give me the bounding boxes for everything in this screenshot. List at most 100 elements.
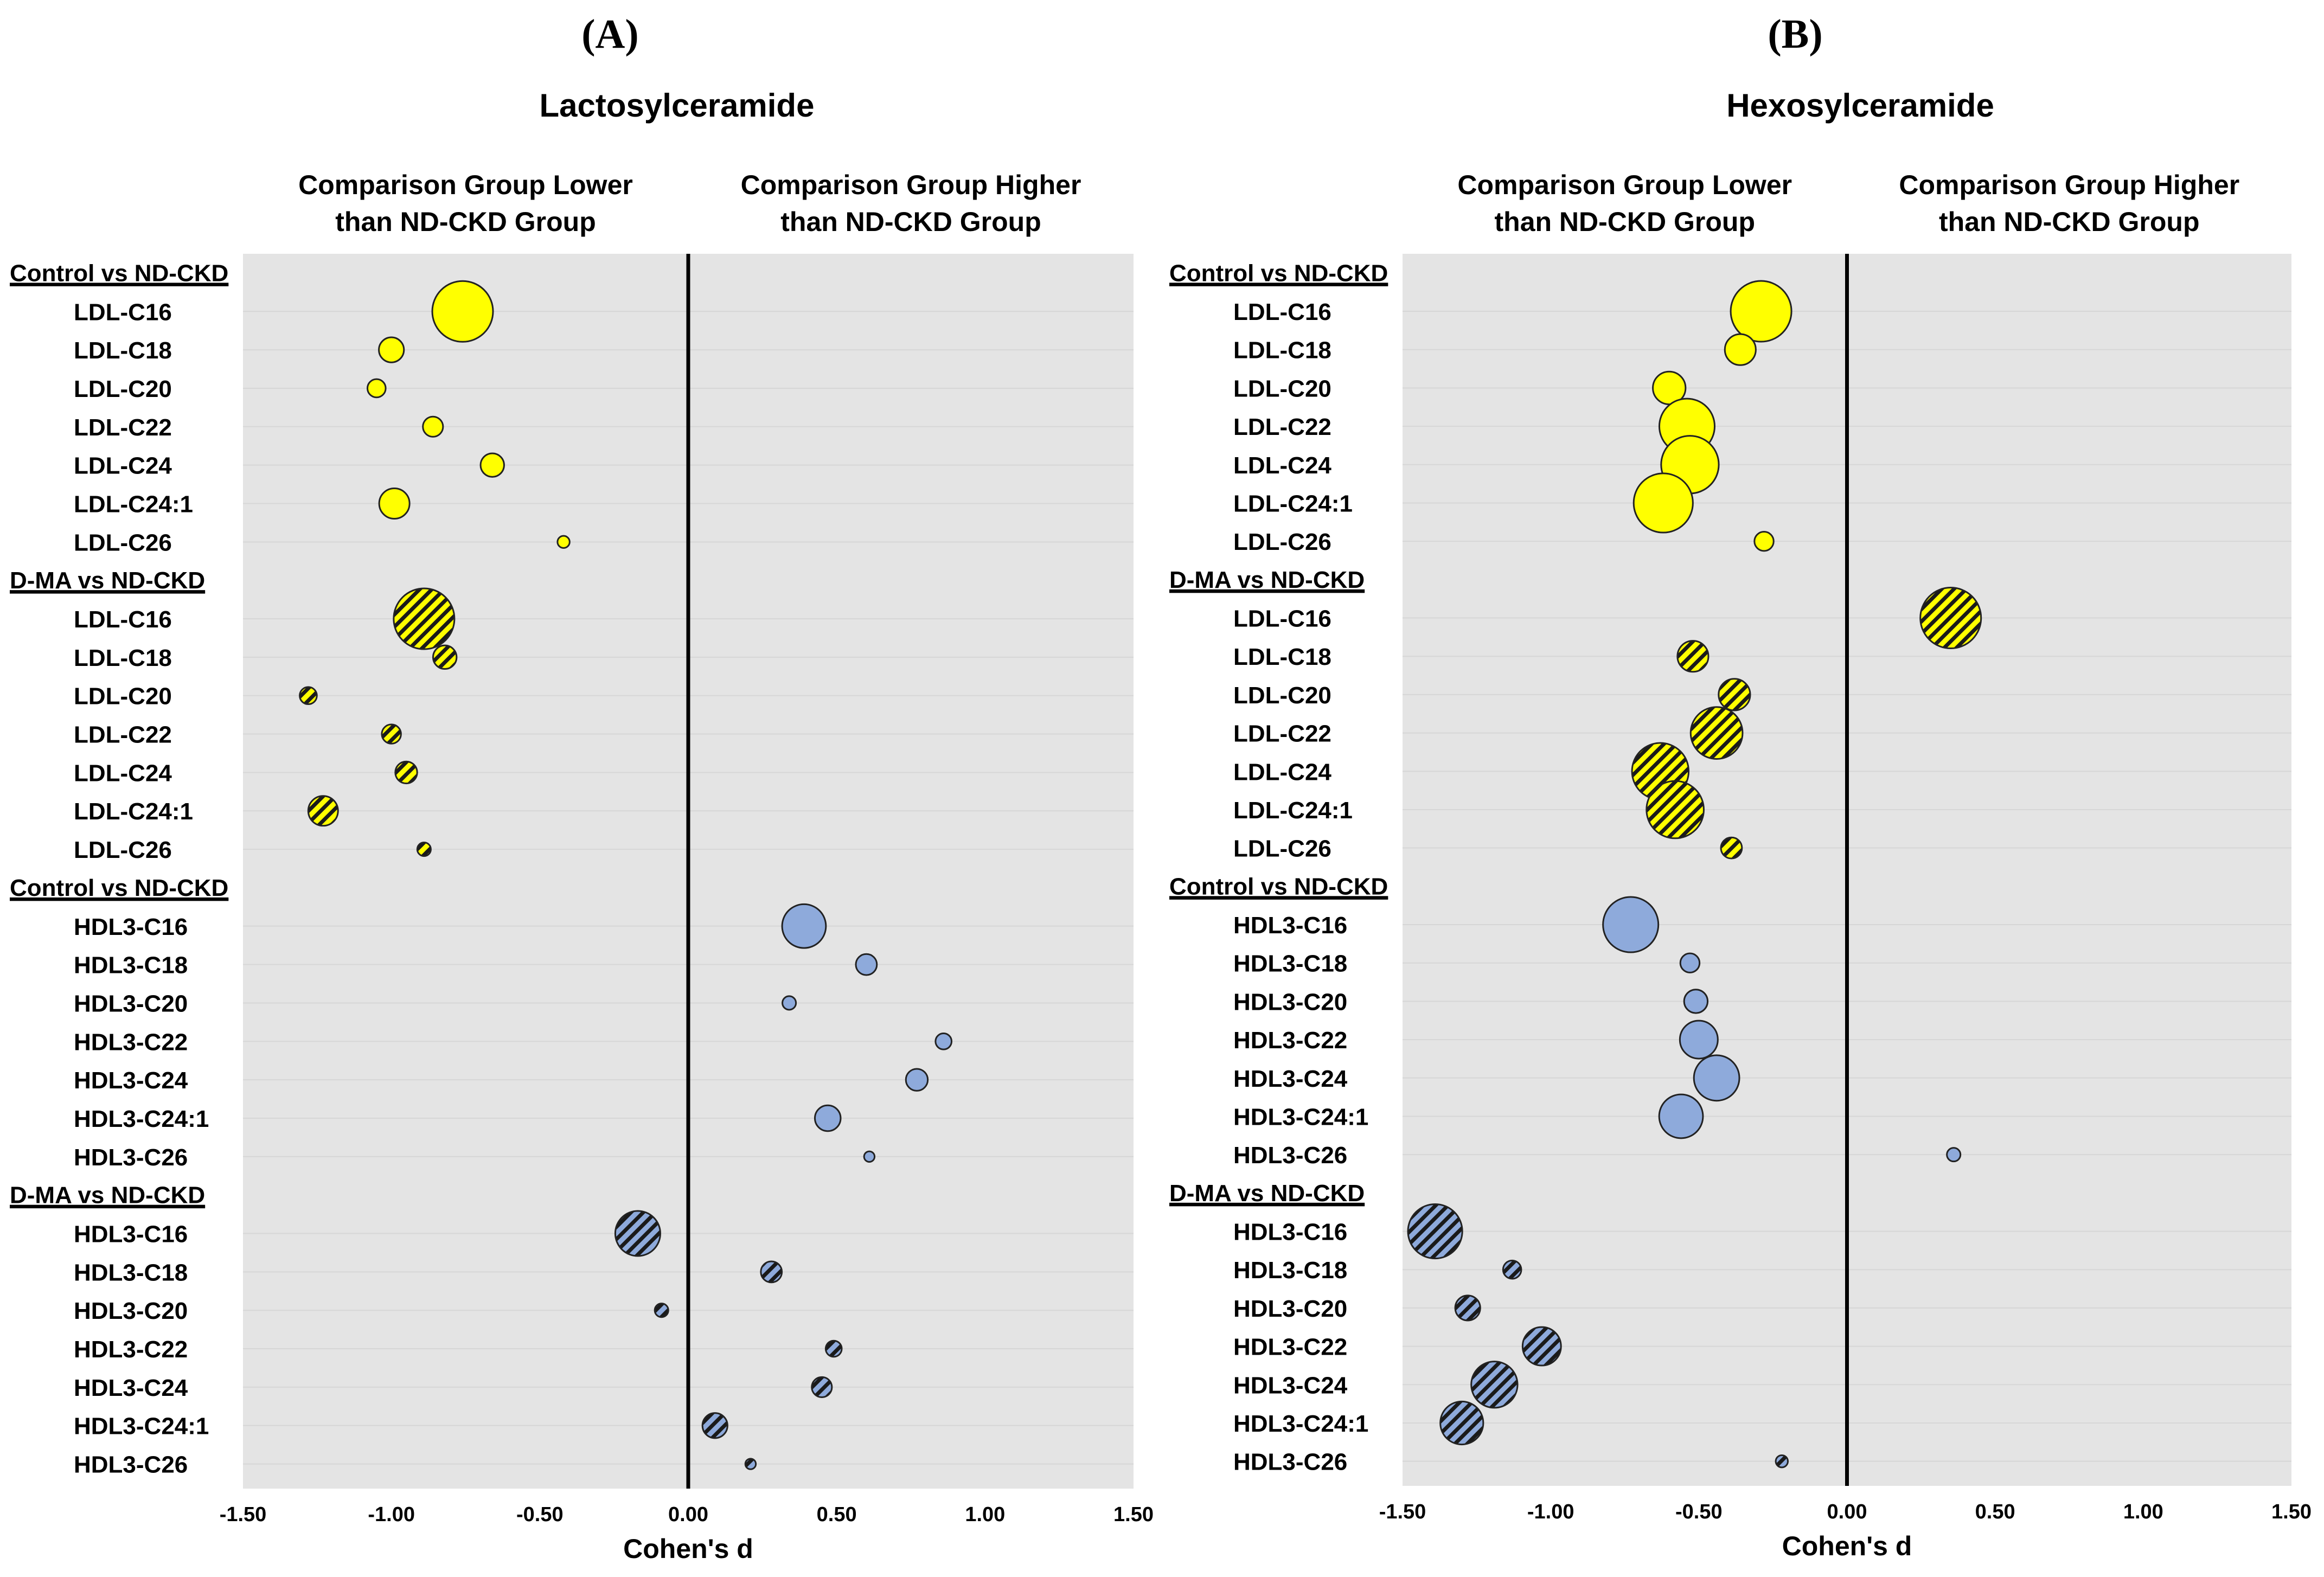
bubble-ldl-c18 (1724, 333, 1757, 366)
row-label: LDL-C26 (74, 837, 172, 863)
bubble-hdl3-c22 (824, 1339, 843, 1358)
bubble-hdl3-c26 (1946, 1147, 1962, 1163)
bubble-ldl-c20 (299, 686, 318, 706)
x-tick-label: 1.50 (2271, 1501, 2312, 1523)
x-tick-label: 0.50 (1975, 1501, 2015, 1523)
row-label: LDL-C18 (74, 645, 172, 671)
bubble-hdl3-c24-1 (701, 1412, 728, 1439)
bubble-ldl-c20 (367, 378, 387, 399)
bubble-ldl-c16 (431, 280, 494, 343)
row-label: LDL-C26 (1233, 529, 1331, 555)
row-label: HDL3-C24 (1233, 1372, 1348, 1399)
x-tick-label: -1.00 (1527, 1501, 1574, 1523)
bubble-ldl-c22 (422, 415, 444, 438)
bubble-ldl-c24-1 (1632, 472, 1694, 534)
bubble-ldl-c24-1 (378, 487, 411, 520)
row-label: HDL3-C24 (74, 1067, 188, 1094)
row-label: HDL3-C16 (1233, 1219, 1347, 1246)
row-label: HDL3-C20 (74, 1298, 188, 1324)
row-label: LDL-C24 (1233, 452, 1331, 479)
bubble-ldl-c26 (1720, 836, 1743, 860)
panel-a-lactosylceramide: (A) Lactosylceramide Comparison Group Lowe… (10, 11, 1154, 1564)
header-lower-line: than ND-CKD Group (1495, 207, 1756, 237)
x-tick-label: -1.50 (1379, 1501, 1426, 1523)
bubble-ldl-c16 (1919, 587, 1982, 650)
bubble-ldl-c26 (1753, 530, 1775, 552)
bubble-hdl3-c18 (1679, 952, 1701, 973)
panel-letter: (B) (1768, 11, 1822, 57)
header-lower-line: than ND-CKD Group (335, 207, 596, 237)
bubble-ldl-c26 (416, 842, 432, 857)
bubble-hdl3-c22 (934, 1032, 953, 1050)
row-label: LDL-C16 (74, 299, 172, 325)
bubble-hdl3-c20 (782, 995, 797, 1011)
row-label: LDL-C22 (74, 414, 172, 441)
bubble-hdl3-c24-1 (1439, 1400, 1484, 1446)
row-label: LDL-C20 (1233, 375, 1331, 402)
row-label: HDL3-C16 (74, 1221, 188, 1248)
row-label: LDL-C24 (74, 760, 172, 786)
group-label: D-MA vs ND-CKD (1169, 1180, 1365, 1207)
bubble-ldl-c18 (378, 336, 405, 363)
row-label: LDL-C22 (1233, 414, 1331, 440)
row-label: HDL3-C22 (1233, 1027, 1347, 1054)
header-higher-line: than ND-CKD Group (1939, 207, 2200, 237)
bubble-ldl-c18 (432, 644, 458, 670)
row-label: HDL3-C20 (1233, 1296, 1347, 1322)
header-higher-line: than ND-CKD Group (780, 207, 1041, 237)
row-label: LDL-C22 (1233, 721, 1331, 747)
bubble-hdl3-c16 (781, 903, 827, 949)
row-label: HDL3-C26 (74, 1144, 188, 1171)
header-higher-line: Comparison Group Higher (741, 170, 1081, 200)
bubble-hdl3-c24 (905, 1068, 929, 1092)
bubble-ldl-c24-1 (1646, 780, 1705, 839)
bubble-hdl3-c26 (863, 1150, 876, 1163)
bubble-ldl-c24 (479, 452, 505, 478)
row-label: HDL3-C18 (1233, 951, 1347, 977)
panel-letter: (A) (581, 11, 639, 57)
bubble-ldl-c22 (381, 723, 402, 745)
x-axis-label: Cohen's d (623, 1534, 753, 1564)
bubble-hdl3-c16 (1602, 896, 1660, 953)
group-label: D-MA vs ND-CKD (1169, 567, 1365, 593)
row-label: LDL-C16 (1233, 299, 1331, 325)
x-tick-label: -1.00 (368, 1503, 415, 1526)
bubble-hdl3-c20 (654, 1303, 669, 1318)
row-label: LDL-C16 (74, 606, 172, 633)
row-label: LDL-C18 (1233, 644, 1331, 670)
bubble-hdl3-c18 (760, 1260, 783, 1284)
row-label: HDL3-C26 (1233, 1142, 1347, 1169)
bubble-hdl3-c20 (1683, 989, 1709, 1014)
row-label: HDL3-C18 (1233, 1257, 1347, 1284)
row-label: LDL-C24:1 (74, 798, 193, 825)
bubble-hdl3-c26 (744, 1458, 757, 1470)
bubble-hdl3-c26 (1775, 1454, 1789, 1469)
panel-b-hexosylceramide: (B) Hexosylceramide Comparison Group Lower… (1169, 11, 2312, 1561)
row-label: HDL3-C22 (74, 1336, 188, 1363)
x-tick-label: -1.50 (220, 1503, 267, 1526)
x-tick-label: -0.50 (1675, 1501, 1723, 1523)
bubble-hdl3-c24-1 (1658, 1093, 1704, 1139)
bubble-hdl3-c18 (1502, 1259, 1522, 1280)
bubble-ldl-c16 (1730, 280, 1792, 343)
x-tick-label: 0.00 (1827, 1501, 1867, 1523)
header-higher-line: Comparison Group Higher (1899, 170, 2239, 200)
bubble-hdl3-c24 (1693, 1054, 1740, 1102)
row-label: LDL-C20 (74, 683, 172, 710)
group-label: Control vs ND-CKD (1169, 873, 1388, 900)
row-label: LDL-C24:1 (74, 491, 193, 517)
bubble-ldl-c26 (556, 535, 571, 549)
row-label: HDL3-C22 (1233, 1334, 1347, 1361)
row-label: HDL3-C16 (1233, 912, 1347, 939)
x-tick-label: 0.50 (817, 1503, 857, 1526)
header-lower-line: Comparison Group Lower (1457, 170, 1792, 200)
bubble-hdl3-c16 (1407, 1203, 1463, 1260)
row-label: HDL3-C18 (74, 1259, 188, 1286)
bubble-ldl-c24-1 (307, 795, 339, 827)
row-label: HDL3-C18 (74, 952, 188, 979)
bubble-hdl3-c18 (855, 953, 878, 976)
bubble-ldl-c18 (1676, 640, 1710, 673)
x-tick-label: 1.50 (1113, 1503, 1154, 1526)
bubble-hdl3-c22 (1521, 1326, 1562, 1367)
